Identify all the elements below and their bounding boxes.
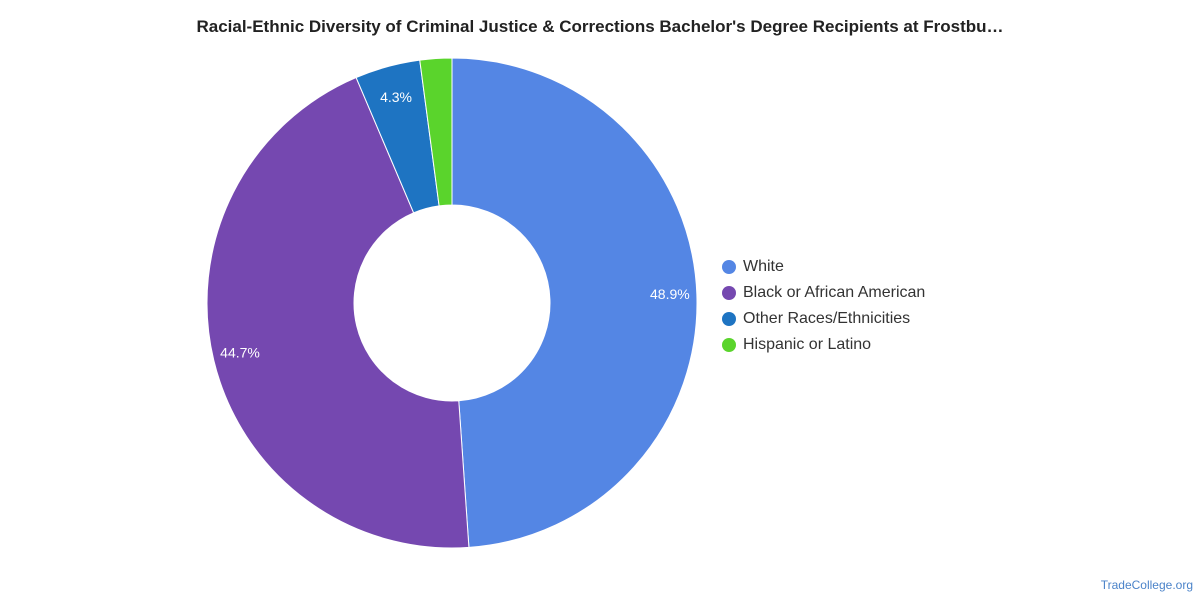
data-labels-group: 48.9% 44.7% 4.3% [220, 89, 690, 360]
chart-title: Racial-Ethnic Diversity of Criminal Just… [196, 17, 1004, 36]
legend-swatch [722, 286, 736, 300]
data-label-other-races-ethnicities: 4.3% [380, 89, 412, 105]
slice-hispanic-or-latino[interactable] [419, 57, 453, 207]
legend: White Black or African American Other Race… [722, 254, 925, 358]
legend-swatch [722, 260, 736, 274]
data-label-white: 48.9% [650, 286, 690, 302]
legend-swatch [722, 312, 736, 326]
source-link[interactable]: TradeCollege.org [1100, 578, 1193, 592]
slice-white[interactable] [451, 57, 698, 548]
legend-item-hispanic-or-latino[interactable]: Hispanic or Latino [722, 332, 925, 358]
legend-swatch [722, 338, 736, 352]
legend-item-white[interactable]: White [722, 254, 925, 280]
slices-group [206, 57, 698, 549]
data-label-black-or-african-american: 44.7% [220, 345, 260, 361]
legend-label: Other Races/Ethnicities [743, 310, 911, 327]
legend-label: Black or African American [743, 284, 926, 301]
legend-label: White [743, 258, 784, 275]
legend-item-black-or-african-american[interactable]: Black or African American [722, 280, 925, 306]
legend-item-other-races-ethnicities[interactable]: Other Races/Ethnicities [722, 306, 925, 332]
legend-label: Hispanic or Latino [743, 336, 872, 353]
slice-black-or-african-american[interactable] [206, 76, 470, 549]
